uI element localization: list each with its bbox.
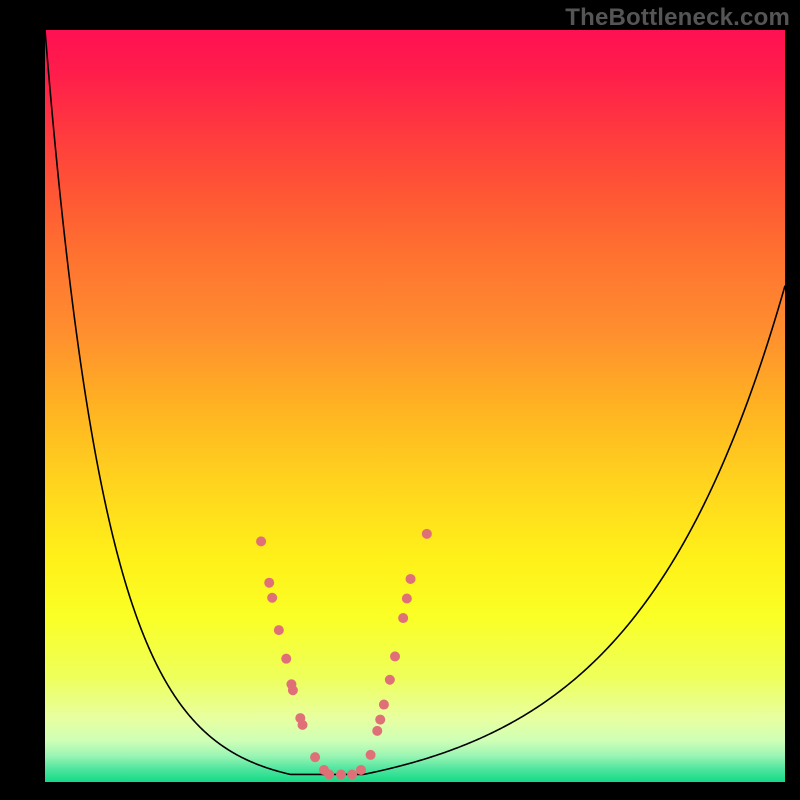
data-marker	[288, 685, 298, 695]
data-marker	[385, 675, 395, 685]
data-marker	[310, 752, 320, 762]
data-marker	[281, 654, 291, 664]
data-marker	[402, 594, 412, 604]
data-marker	[379, 700, 389, 710]
bottleneck-chart	[0, 0, 800, 800]
data-marker	[336, 769, 346, 779]
data-marker	[406, 574, 416, 584]
data-marker	[274, 625, 284, 635]
data-marker	[366, 750, 376, 760]
data-marker	[390, 651, 400, 661]
data-marker	[422, 529, 432, 539]
data-marker	[375, 715, 385, 725]
data-marker	[398, 613, 408, 623]
chart-stage: TheBottleneck.com	[0, 0, 800, 800]
data-marker	[324, 769, 334, 779]
data-marker	[356, 765, 366, 775]
plot-background	[45, 30, 785, 782]
watermark-text: TheBottleneck.com	[565, 4, 790, 32]
data-marker	[256, 536, 266, 546]
data-marker	[264, 578, 274, 588]
data-marker	[267, 593, 277, 603]
data-marker	[372, 726, 382, 736]
data-marker	[347, 769, 357, 779]
data-marker	[298, 720, 308, 730]
